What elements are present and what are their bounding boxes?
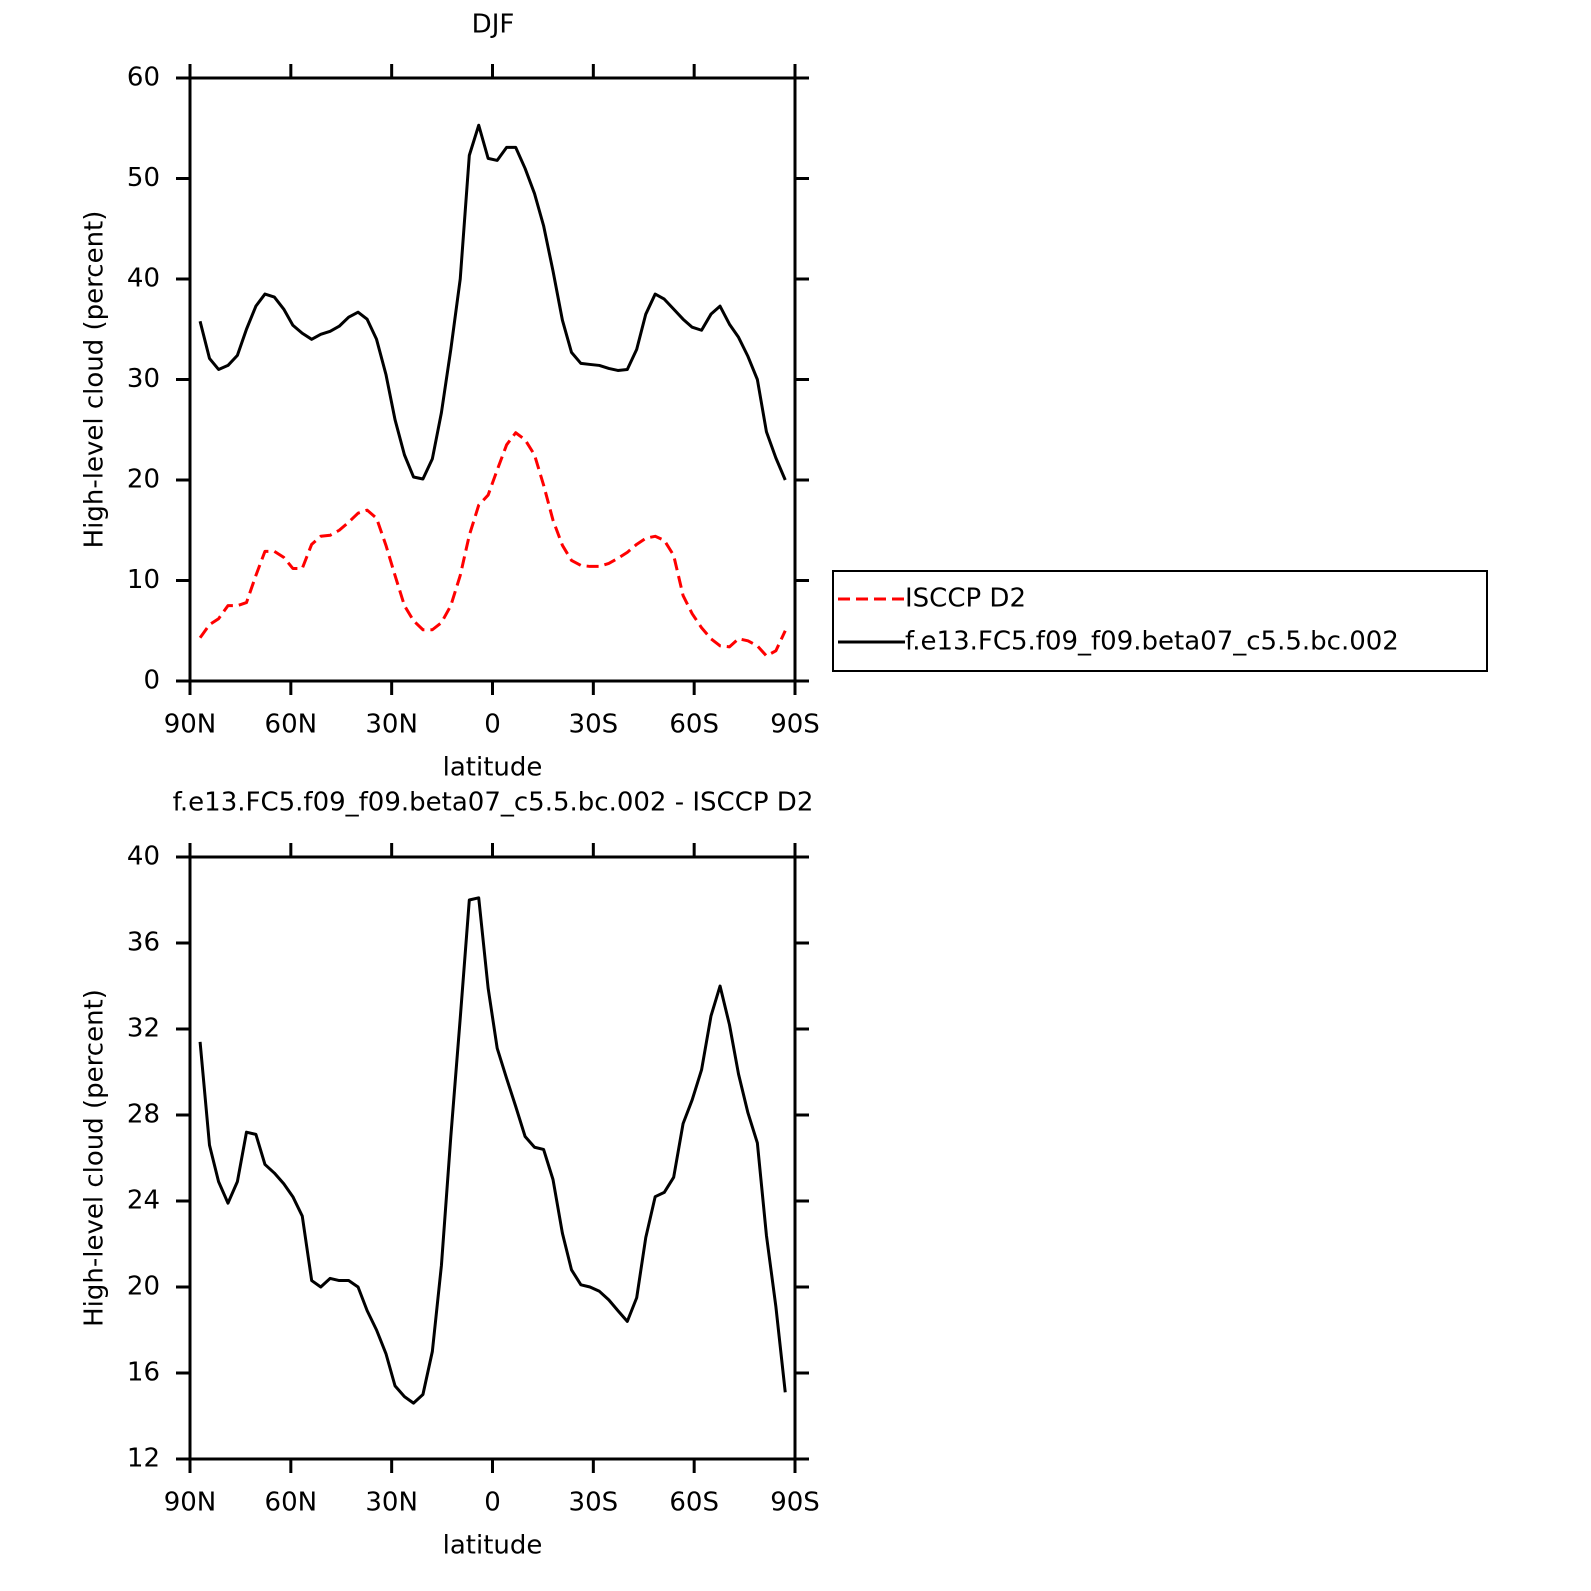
y-tick-label: 60 [127,63,160,93]
x-tick-label: 30S [569,710,619,740]
y-tick-label: 32 [127,1014,160,1044]
plot-frame [188,76,797,683]
x-tick-label: 0 [484,1488,501,1518]
x-tick-label: 90S [770,710,820,740]
x-tick-label: 60S [669,710,719,740]
y-axis-label: High-level cloud (percent) [80,989,110,1327]
x-tick-label: 60N [265,1488,318,1518]
y-tick-label: 10 [127,565,160,595]
x-tick-label: 30N [365,1488,418,1518]
x-tick-label: 30S [569,1488,619,1518]
x-tick-label: 30N [365,710,418,740]
y-tick-label: 36 [127,928,160,958]
y-tick-label: 12 [127,1444,160,1474]
x-tick-label: 90S [770,1488,820,1518]
legend-label: ISCCP D2 [905,584,1026,614]
y-tick-label: 16 [127,1358,160,1388]
chart-title: f.e13.FC5.f09_f09.beta07_c5.5.bc.002 - I… [173,788,814,818]
x-axis-label: latitude [443,1531,543,1561]
y-tick-label: 30 [127,364,160,394]
x-tick-label: 0 [484,710,501,740]
chart-title: DJF [472,10,515,40]
y-tick-label: 0 [143,666,160,696]
y-tick-label: 40 [127,842,160,872]
x-tick-label: 60S [669,1488,719,1518]
y-tick-label: 28 [127,1100,160,1130]
legend-box [832,570,1488,672]
y-tick-label: 20 [127,465,160,495]
x-tick-label: 60N [265,710,318,740]
data-line [198,123,787,481]
y-axis-label: High-level cloud (percent) [80,211,110,549]
y-tick-label: 40 [127,264,160,294]
x-tick-label: 90N [164,1488,217,1518]
x-axis-label: latitude [443,753,543,783]
plot-frame [188,855,797,1461]
data-line [198,896,787,1405]
x-tick-label: 90N [164,710,217,740]
y-tick-label: 50 [127,163,160,193]
y-tick-label: 20 [127,1272,160,1302]
legend-label: f.e13.FC5.f09_f09.beta07_c5.5.bc.002 [905,627,1399,657]
y-tick-label: 24 [127,1186,160,1216]
data-line [198,431,787,658]
